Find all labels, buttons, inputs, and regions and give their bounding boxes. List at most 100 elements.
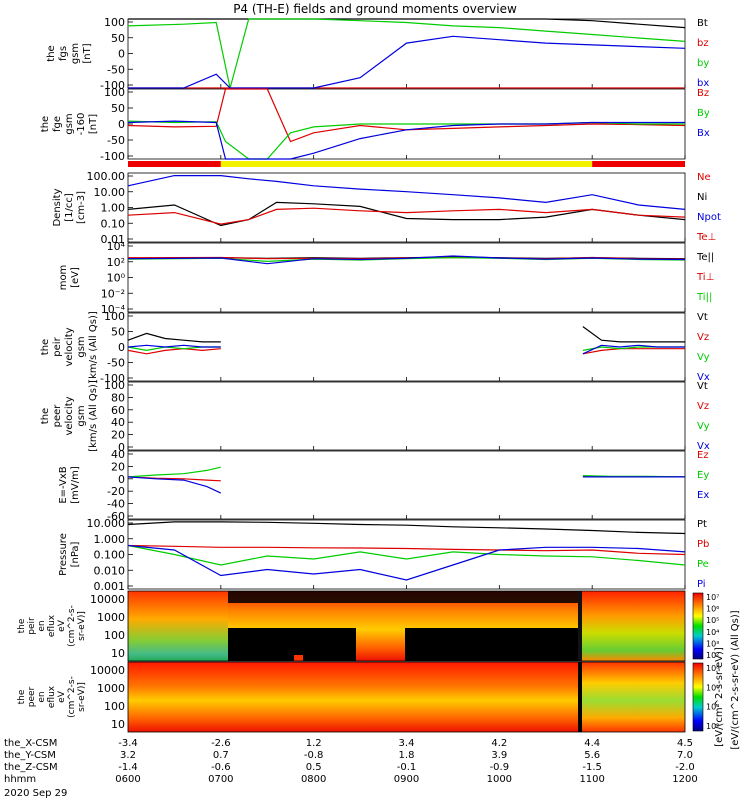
hm1-right-region (580, 591, 685, 661)
y-tick-label: 40 (111, 416, 125, 429)
date-label: 2020 Sep 29 (4, 788, 67, 799)
series-line-red (127, 544, 686, 556)
time-axis-value: 7.0 (677, 750, 693, 761)
colorbar-1 (692, 592, 704, 660)
y-axis-label: the (17, 689, 27, 704)
time-axis-value: 0900 (394, 774, 419, 785)
y-tick-label: 100 (104, 86, 125, 99)
y-axis-label: the (40, 339, 51, 355)
series-line-blue (582, 344, 685, 355)
y-tick-label: -20 (107, 485, 125, 498)
y-axis-label: Pressure (58, 533, 69, 576)
colorbar-tick-label: 10⁴ (706, 703, 719, 712)
series-line-black (127, 521, 686, 535)
hm1-black-region-2 (405, 628, 580, 661)
y-tick-label: 10000 (90, 664, 125, 677)
y-axis-label: peir (27, 617, 37, 635)
legend-entry: Ni (697, 192, 707, 203)
time-axis-value: 5.6 (584, 750, 600, 761)
legend-entry: bx (697, 78, 709, 89)
y-tick-label: 0.100 (94, 549, 126, 562)
legend-entry: Pe (697, 559, 709, 570)
time-axis: the_X-CSM -3.4 -2.6 1.2 3.4 4.2 4.4 4.5 the_Y-CS… (4, 738, 698, 785)
y-tick-label: 10⁻⁴ (101, 303, 126, 316)
time-axis-value: 4.4 (584, 738, 600, 749)
legend-entry: Te|| (696, 252, 714, 263)
y-tick-label: 10.00 (94, 186, 126, 199)
series-line-blue (127, 175, 686, 210)
status-segment-red (592, 161, 685, 167)
colorbar-tick-label: 10² (706, 722, 719, 731)
time-axis-value: 1000 (487, 774, 512, 785)
y-axis-label: [nT] (82, 43, 93, 63)
y-tick-label: -50 (107, 134, 125, 147)
panel-frame (127, 242, 686, 313)
y-tick-label: -60 (107, 510, 125, 523)
y-axis-label: (cm^2-s- (67, 676, 77, 718)
time-axis-value: 0.7 (213, 750, 229, 761)
colorbar-ticks: 10⁷ 10⁶ 10⁵ 10⁴ 10³ 10² 10⁸ 10⁶ 10⁴ 10² (706, 593, 719, 731)
hm1-black-stripe (578, 591, 582, 661)
colorbar-tick-label: 10³ (706, 639, 719, 648)
y-tick-label: 50 (111, 102, 125, 115)
legend-entry: Vt (697, 381, 708, 392)
legend-entry: Ti⊥ (696, 272, 714, 283)
panel-fge: 100 50 0 -50 -100 the fge gsm -160 [nT] Bz By Bx (40, 86, 710, 163)
colorbar-label-2: [eV/(cm^2-s-sr-eV)] (714, 647, 725, 747)
series-line-blue (127, 344, 221, 348)
time-axis-value: 4.2 (491, 738, 507, 749)
panel-frame (127, 590, 686, 662)
panel-pressure: 10.000 1.000 0.100 0.010 0.001 Pressure [nPa] P… (58, 517, 709, 593)
series-line-blue (127, 476, 222, 494)
y-tick-label: 10⁰ (107, 272, 126, 285)
time-axis-value: 1.8 (399, 750, 415, 761)
y-tick-label: 1.000 (94, 533, 126, 546)
panel-fgs: 100 50 0 -50 -100 the fgs gsm [nT] Bt bz by bx (46, 16, 709, 92)
legend-entry: Bz (697, 88, 709, 99)
panel-frame (127, 172, 686, 243)
y-axis-label: gsm (76, 336, 87, 357)
y-tick-label: 0 (118, 48, 125, 61)
colorbar-tick-label: 10⁶ (706, 605, 719, 614)
y-axis-label: peir (52, 336, 63, 356)
colorbar-tick-label: 10⁵ (706, 616, 719, 625)
colorbar-2 (692, 662, 704, 732)
series-line-red (127, 88, 686, 143)
y-axis-label: en (37, 620, 47, 631)
y-axis-label: [1/cc] (64, 193, 75, 222)
colorbar-tick-label: 10⁶ (706, 683, 719, 692)
y-axis-label: gsm (70, 43, 81, 64)
hm2-black-stripe (578, 662, 582, 732)
legend-entry: Vz (697, 332, 709, 343)
y-tick-label: 100 (104, 700, 125, 713)
time-axis-row-label: hhmm (4, 774, 36, 785)
time-axis-value: -2.6 (211, 738, 231, 749)
legend-entry: By (697, 108, 710, 119)
hm2-fill-region (128, 662, 580, 732)
hm1-spot (294, 655, 303, 661)
time-axis-value: -0.6 (211, 762, 231, 773)
y-tick-label: -100 (100, 79, 125, 92)
y-tick-label: -100 (100, 372, 125, 385)
series-line-blue (127, 120, 685, 160)
y-axis-label: the (40, 408, 51, 424)
y-axis-label: eflux (47, 685, 57, 708)
series-line-red (127, 348, 221, 355)
y-tick-label: 100.00 (87, 170, 126, 183)
y-axis-label: -160 (76, 113, 87, 136)
time-axis-value: 4.5 (677, 738, 693, 749)
y-tick-label: 1.00 (101, 202, 126, 215)
panel-density: 100.00 10.00 1.00 0.10 0.01 Density [1/cc] [cm-… (52, 170, 721, 303)
y-axis-label: [km/s (All Qs)] (88, 380, 99, 452)
panel-frame (127, 381, 686, 451)
status-bar (128, 161, 685, 167)
y-axis-label: eflux (47, 614, 57, 637)
panel-frame (127, 450, 686, 520)
y-axis-label: the (40, 116, 51, 132)
y-tick-label: 10² (107, 256, 125, 269)
legend-entry: Ez (697, 450, 709, 461)
legend-entry: Vt (697, 312, 708, 323)
y-axis-label: [eV] (70, 267, 81, 288)
time-axis-value: -2.0 (675, 762, 695, 773)
